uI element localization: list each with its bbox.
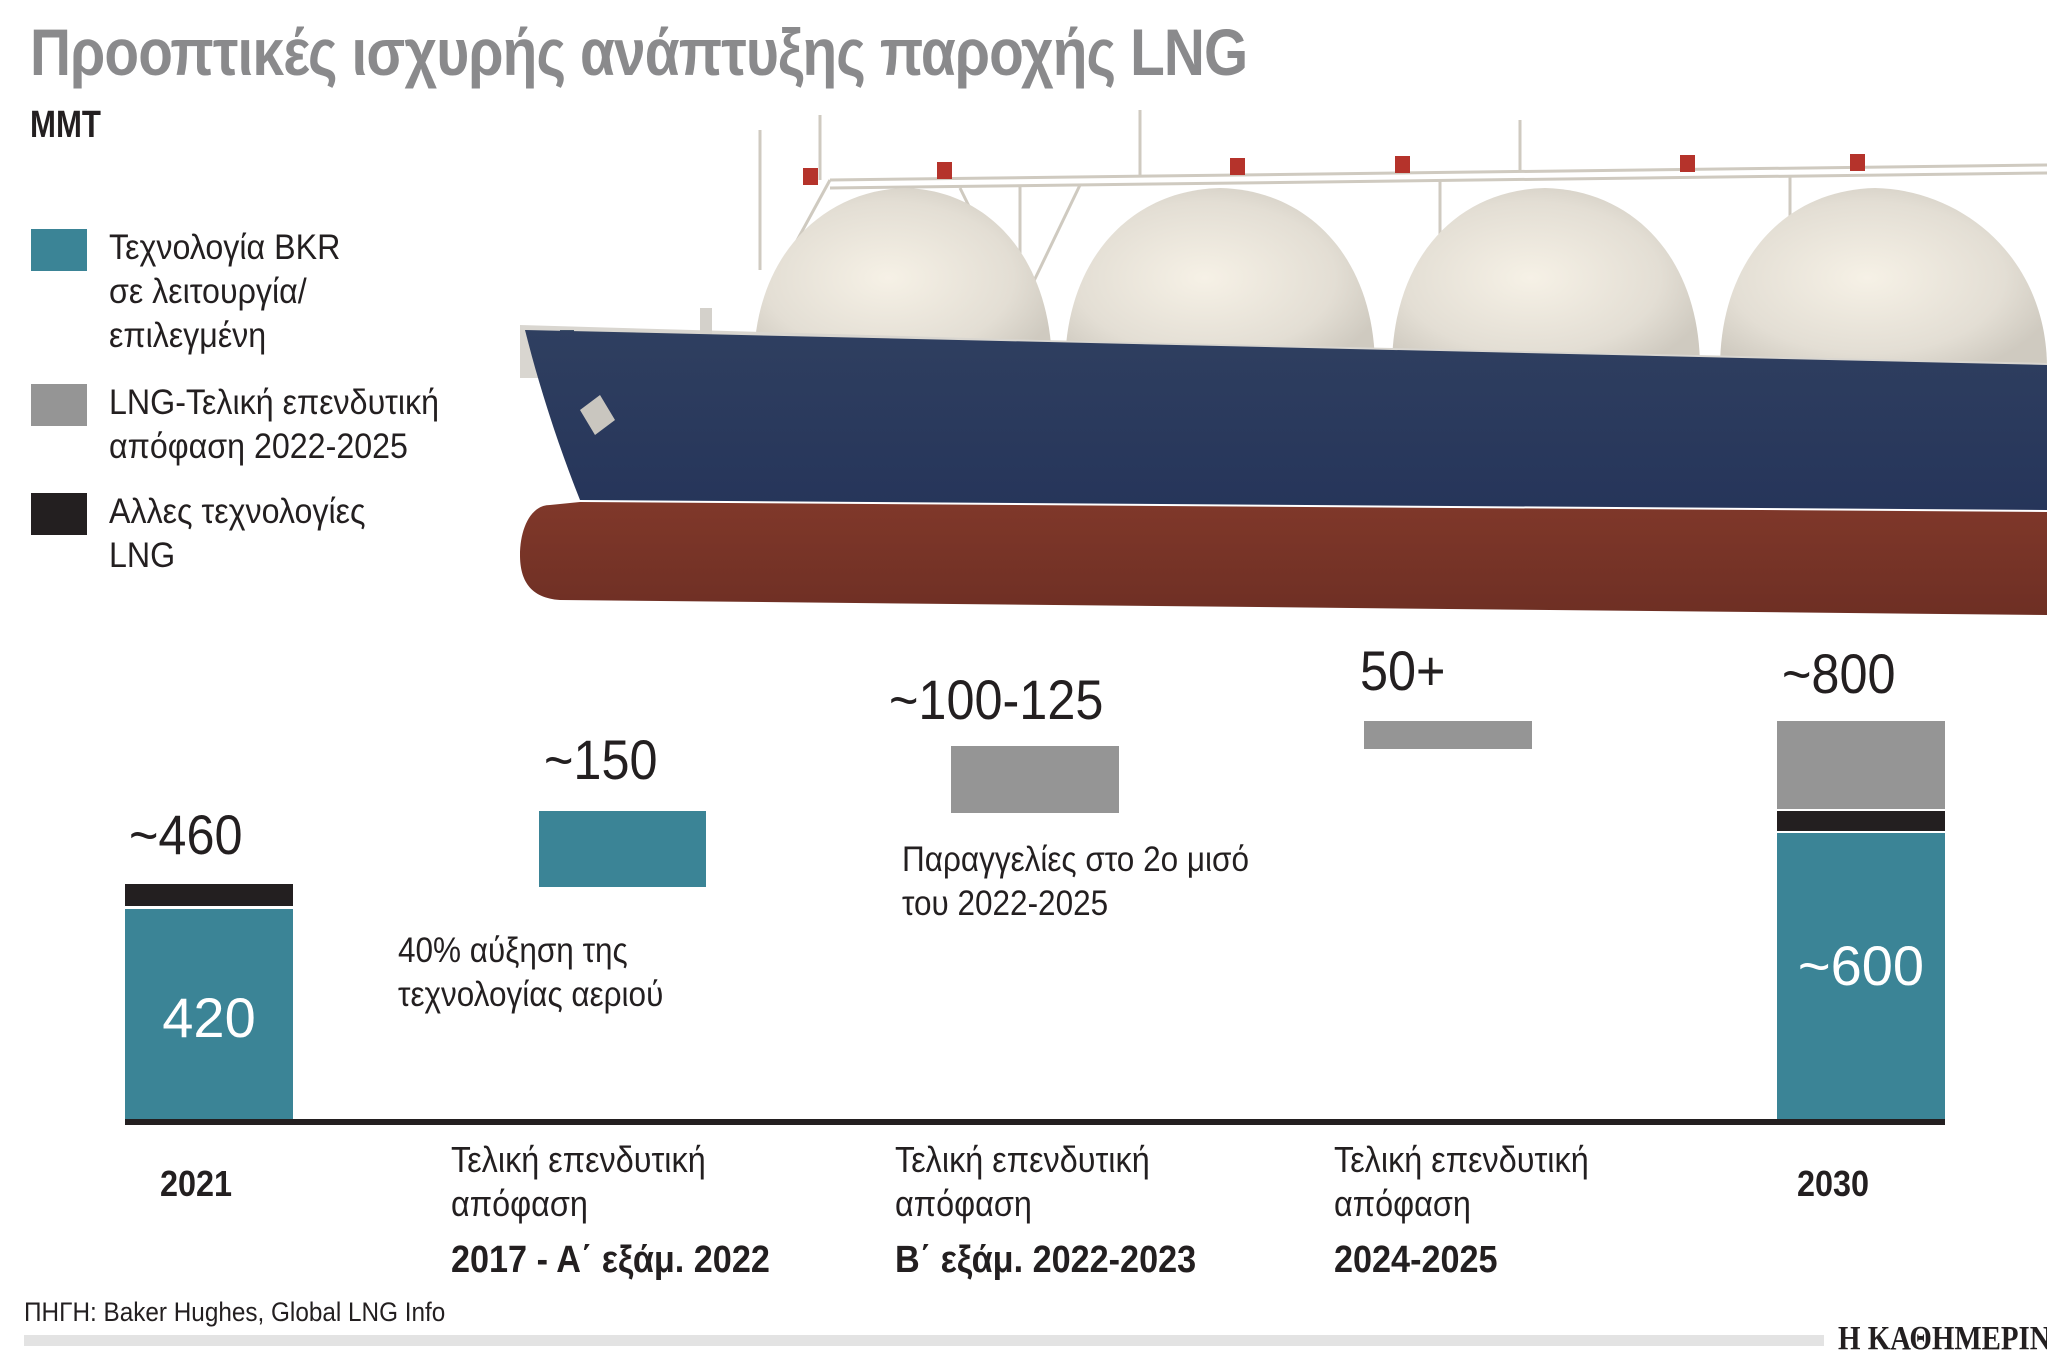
teal-swatch-icon: [31, 229, 87, 271]
x-label-fid-2017-2022: Τελική επενδυτική απόφαση 2017 - Α΄ εξάμ…: [451, 1138, 770, 1282]
bar-2030-bkr-segment: [1777, 833, 1945, 1120]
x-label-line: απόφαση: [1334, 1183, 1471, 1224]
x-label-period: Β΄ εξάμ. 2022-2023: [895, 1239, 1197, 1281]
x-label-line: απόφαση: [895, 1183, 1032, 1224]
x-axis-baseline: [125, 1119, 1945, 1125]
x-label-fid-2022-2023: Τελική επενδυτική απόφαση Β΄ εξάμ. 2022-…: [895, 1138, 1196, 1282]
bar-2-total-label: ~150: [544, 728, 658, 791]
legend-line: επιλεγμένη: [109, 316, 267, 355]
bar-2030-total-label: ~800: [1782, 642, 1896, 705]
note-line: τεχνολογίας αεριού: [398, 975, 664, 1014]
x-label-line: Τελική επενδυτική: [895, 1139, 1150, 1180]
chart-title: Προοπτικές ισχυρής ανάπτυξης παροχής LNG: [30, 15, 1248, 89]
x-label-2021: 2021: [160, 1163, 233, 1204]
footer-rule: [24, 1335, 1824, 1346]
x-label-2030: 2030: [1797, 1163, 1870, 1204]
bar-2021-other-segment: [125, 884, 293, 906]
bar-2-note: 40% αύξηση της τεχνολογίας αεριού: [398, 929, 663, 1017]
legend-label-other: Αλλες τεχνολογίες LNG: [109, 490, 366, 578]
bar-2021-total-label: ~460: [129, 803, 243, 866]
x-label-line: Τελική επενδυτική: [1334, 1139, 1589, 1180]
bar-3-fid-segment: [951, 746, 1119, 813]
bar-2021-inner-label: 420: [162, 986, 256, 1049]
x-label-period: 2024-2025: [1334, 1239, 1498, 1281]
bar-2-bkr-segment: [539, 811, 706, 887]
bar-3-total-label: ~100-125: [889, 668, 1104, 731]
x-label-fid-2024-2025: Τελική επενδυτική απόφαση 2024-2025: [1334, 1138, 1589, 1282]
bar-3-note: Παραγγελίες στο 2ο μισό του 2022-2025: [902, 838, 1249, 926]
bar-2030-other-segment: [1777, 811, 1945, 831]
bar-2030-inner-label: ~600: [1797, 934, 1925, 997]
unit-label: MMT: [30, 104, 101, 146]
legend-line: LNG: [109, 536, 176, 575]
black-swatch-icon: [31, 493, 87, 535]
bar-4-total-label: 50+: [1360, 639, 1446, 702]
legend-line: Αλλες τεχνολογίες: [109, 492, 366, 531]
legend-label-lng-fid: LNG-Τελική επενδυτική απόφαση 2022-2025: [109, 381, 439, 469]
note-line: του 2022-2025: [902, 884, 1109, 923]
legend-line: σε λειτουργία/: [109, 272, 307, 311]
note-line: Παραγγελίες στο 2ο μισό: [902, 840, 1249, 879]
legend-line: LNG-Τελική επενδυτική: [109, 383, 440, 422]
legend-label-bkr: Τεχνολογία BKR σε λειτουργία/ επιλεγμένη: [109, 226, 340, 358]
bar-4-fid-segment: [1364, 721, 1532, 749]
bar-2021-bkr-segment: [125, 909, 293, 1120]
publisher-logo: Η ΚΑΘΗΜΕΡΙΝΗ: [1838, 1320, 2047, 1357]
lng-carrier-ship-icon: [520, 110, 2047, 615]
legend-line: Τεχνολογία BKR: [109, 228, 341, 267]
x-label-period: 2017 - Α΄ εξάμ. 2022: [451, 1239, 770, 1281]
x-label-line: απόφαση: [451, 1183, 588, 1224]
bar-2030-fid-segment: [1777, 721, 1945, 809]
legend-line: απόφαση 2022-2025: [109, 427, 408, 466]
x-label-line: Τελική επενδυτική: [451, 1139, 706, 1180]
source-note: ΠΗΓΗ: Baker Hughes, Global LNG Info: [24, 1297, 446, 1327]
note-line: 40% αύξηση της: [398, 931, 628, 970]
grey-swatch-icon: [31, 384, 87, 426]
